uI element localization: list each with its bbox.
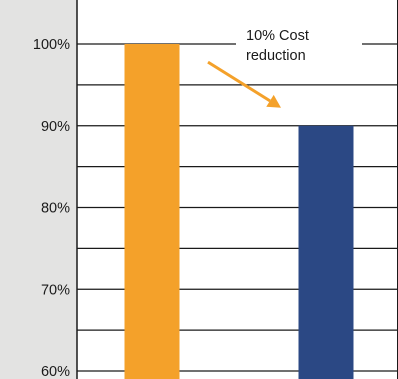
- bar-2: [298, 125, 354, 379]
- y-tick-labels: 100% 90% 80% 70% 60%: [33, 37, 70, 379]
- annotation-background: [236, 22, 362, 68]
- y-tick-label: 60%: [41, 364, 70, 379]
- annotation-line-2: reduction: [246, 48, 306, 64]
- arrow-shaft: [207, 60, 271, 103]
- bar-1: [124, 44, 180, 379]
- y-tick-label: 80%: [41, 201, 70, 217]
- y-tick-label: 100%: [33, 37, 70, 53]
- y-tick-label: 70%: [41, 282, 70, 298]
- y-tick-label: 90%: [41, 119, 70, 135]
- arrow-head: [266, 94, 281, 108]
- annotation: 10% Cost reduction: [207, 22, 362, 108]
- bars: [124, 44, 354, 379]
- annotation-line-1: 10% Cost: [246, 28, 309, 44]
